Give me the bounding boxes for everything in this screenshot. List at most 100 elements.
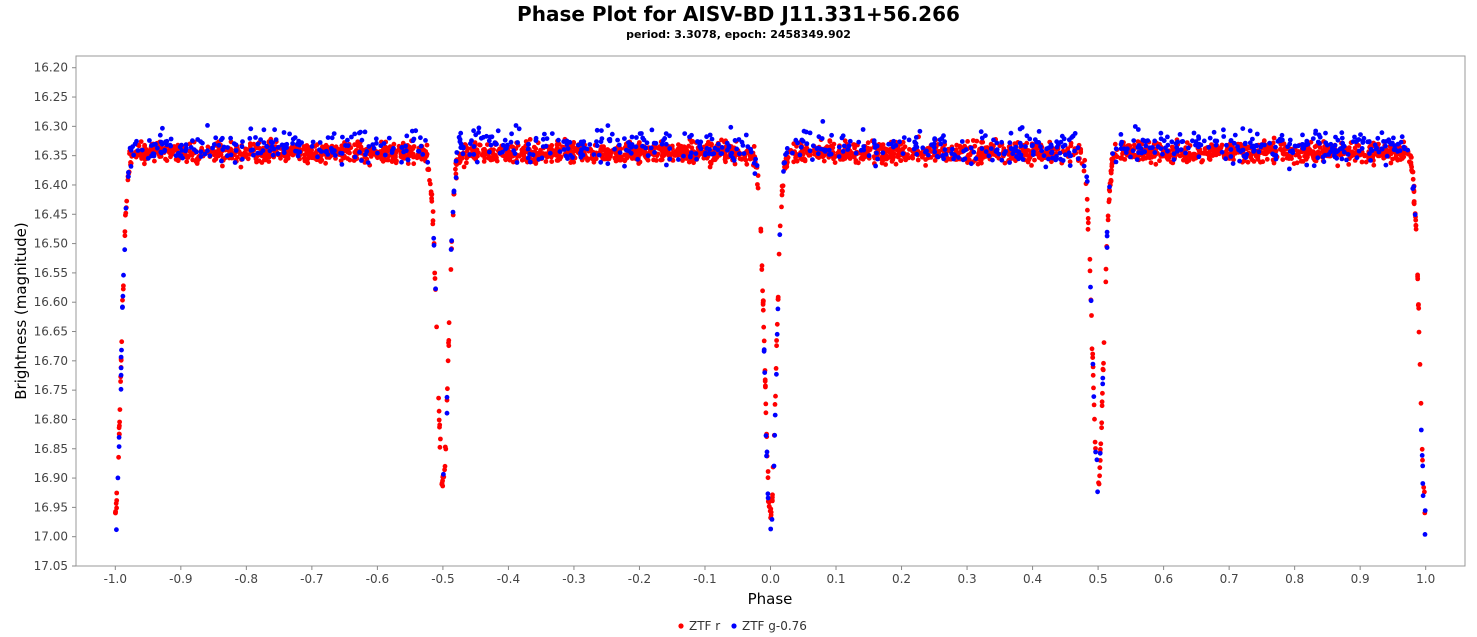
x-tick-label: 0.8 bbox=[1285, 572, 1304, 586]
data-point bbox=[419, 156, 425, 162]
data-point bbox=[1097, 473, 1102, 479]
data-point bbox=[1038, 144, 1043, 150]
data-point bbox=[1093, 449, 1098, 455]
data-point bbox=[744, 161, 750, 167]
data-point bbox=[213, 135, 219, 141]
data-point bbox=[846, 143, 852, 149]
data-point bbox=[593, 156, 599, 162]
data-point bbox=[1242, 141, 1248, 147]
data-point bbox=[1386, 137, 1392, 143]
data-point bbox=[929, 142, 934, 148]
data-point bbox=[1135, 127, 1141, 132]
data-point bbox=[976, 151, 981, 157]
data-point bbox=[660, 138, 666, 143]
data-point bbox=[999, 157, 1005, 163]
data-point bbox=[248, 126, 254, 132]
data-point bbox=[631, 154, 637, 160]
data-point bbox=[1420, 481, 1426, 486]
data-point bbox=[895, 154, 901, 160]
data-point bbox=[253, 135, 258, 140]
data-point bbox=[364, 149, 370, 154]
data-point bbox=[842, 138, 848, 144]
data-point bbox=[1041, 153, 1047, 159]
data-point bbox=[1248, 155, 1254, 160]
data-point bbox=[1180, 139, 1186, 144]
data-point bbox=[423, 138, 428, 143]
data-point bbox=[791, 141, 797, 147]
data-point bbox=[1287, 141, 1293, 147]
data-point bbox=[464, 160, 469, 166]
data-point bbox=[275, 151, 281, 157]
data-point bbox=[306, 149, 312, 155]
data-point bbox=[965, 160, 970, 166]
data-point bbox=[1081, 168, 1087, 174]
data-point bbox=[200, 140, 205, 146]
data-point bbox=[1054, 153, 1059, 159]
data-point bbox=[1269, 144, 1275, 150]
data-point bbox=[1341, 149, 1347, 155]
data-point bbox=[880, 150, 886, 156]
data-point bbox=[420, 152, 426, 157]
data-point bbox=[755, 185, 761, 191]
data-point bbox=[1100, 390, 1105, 396]
data-point bbox=[114, 490, 120, 496]
data-point bbox=[612, 146, 617, 152]
data-point bbox=[409, 128, 415, 134]
data-point bbox=[1383, 143, 1388, 149]
data-point bbox=[793, 137, 799, 143]
data-point bbox=[1089, 346, 1095, 352]
data-point bbox=[773, 366, 779, 371]
data-point bbox=[941, 156, 946, 162]
data-point bbox=[861, 147, 867, 153]
data-point bbox=[831, 141, 837, 147]
data-point bbox=[1224, 142, 1229, 148]
data-point bbox=[1148, 160, 1154, 166]
data-point bbox=[1143, 143, 1149, 149]
data-point bbox=[1379, 146, 1385, 152]
x-tick-label: -0.5 bbox=[431, 572, 454, 586]
data-point bbox=[865, 140, 871, 146]
data-point bbox=[1211, 129, 1217, 135]
data-point bbox=[680, 158, 685, 163]
data-point bbox=[458, 130, 464, 136]
data-point bbox=[991, 137, 996, 143]
data-point bbox=[369, 152, 375, 157]
data-point bbox=[1240, 147, 1246, 153]
data-point bbox=[432, 270, 438, 276]
data-point bbox=[633, 144, 639, 150]
data-point bbox=[118, 379, 123, 384]
data-point bbox=[162, 147, 168, 153]
data-point bbox=[1292, 143, 1298, 149]
data-point bbox=[444, 394, 450, 400]
data-point bbox=[1112, 141, 1118, 147]
data-point bbox=[686, 159, 692, 165]
data-point bbox=[629, 134, 635, 140]
data-point bbox=[544, 154, 550, 160]
data-point bbox=[411, 154, 416, 160]
data-point bbox=[719, 145, 725, 150]
data-point bbox=[629, 142, 635, 147]
data-point bbox=[218, 152, 224, 158]
data-point bbox=[1368, 146, 1374, 152]
data-point bbox=[305, 160, 311, 166]
data-point bbox=[261, 127, 267, 133]
data-point bbox=[207, 153, 213, 159]
data-point bbox=[467, 152, 473, 157]
data-point bbox=[758, 228, 764, 234]
data-point bbox=[1036, 129, 1042, 134]
data-point bbox=[125, 174, 131, 180]
data-point bbox=[1287, 137, 1293, 143]
data-point bbox=[784, 164, 790, 170]
data-point bbox=[828, 151, 834, 157]
data-point bbox=[622, 163, 627, 169]
data-point bbox=[1420, 457, 1425, 463]
data-point bbox=[177, 144, 183, 150]
y-tick-label: 16.25 bbox=[34, 90, 68, 104]
data-point bbox=[660, 151, 665, 157]
data-point bbox=[1384, 153, 1390, 159]
data-point bbox=[1328, 149, 1333, 155]
data-point bbox=[605, 123, 611, 128]
data-point bbox=[1099, 425, 1104, 431]
data-point bbox=[428, 191, 434, 197]
data-point bbox=[442, 463, 448, 469]
